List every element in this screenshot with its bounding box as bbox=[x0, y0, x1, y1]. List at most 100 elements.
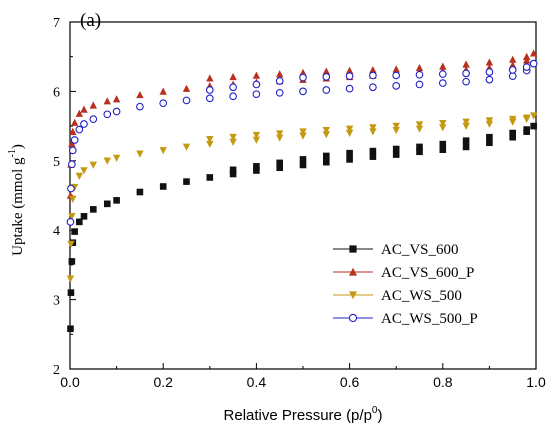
data-point bbox=[323, 158, 330, 166]
data-point bbox=[275, 77, 284, 85]
data-point bbox=[345, 66, 354, 74]
data-point bbox=[462, 77, 470, 86]
data-point bbox=[75, 172, 84, 180]
data-point bbox=[252, 90, 261, 99]
data-point bbox=[253, 167, 260, 174]
data-point bbox=[392, 71, 401, 80]
data-point bbox=[75, 125, 84, 134]
data-point bbox=[206, 135, 214, 144]
y-tick-label: 4 bbox=[53, 224, 60, 239]
data-point bbox=[369, 124, 377, 132]
data-point bbox=[276, 130, 284, 138]
data-point bbox=[229, 92, 237, 101]
data-point bbox=[112, 107, 121, 116]
legend-item: AC_WS_500 bbox=[333, 288, 462, 304]
data-point bbox=[416, 143, 423, 151]
data-point bbox=[345, 72, 354, 80]
legend-item: AC_WS_500_P bbox=[333, 311, 478, 327]
data-point bbox=[369, 153, 377, 160]
data-point bbox=[68, 213, 76, 221]
data-point bbox=[159, 99, 168, 108]
data-point bbox=[369, 83, 377, 92]
data-point bbox=[416, 148, 423, 156]
data-point bbox=[439, 140, 447, 148]
data-point bbox=[529, 112, 538, 120]
data-point bbox=[159, 183, 167, 190]
data-point bbox=[275, 88, 284, 97]
data-point bbox=[349, 291, 357, 300]
data-point bbox=[392, 126, 400, 135]
y-tick-label: 6 bbox=[53, 85, 60, 100]
data-point bbox=[103, 200, 111, 208]
x-tick-label: 0.4 bbox=[247, 374, 267, 390]
data-point bbox=[229, 83, 237, 92]
data-point bbox=[299, 156, 307, 163]
data-point bbox=[80, 120, 88, 128]
data-point bbox=[252, 131, 261, 140]
data-point bbox=[523, 126, 530, 133]
data-point bbox=[462, 122, 470, 130]
data-point bbox=[439, 120, 447, 128]
data-point bbox=[322, 67, 330, 75]
data-point bbox=[509, 55, 517, 63]
data-point bbox=[415, 121, 424, 129]
data-point bbox=[70, 136, 79, 144]
y-tick-label: 3 bbox=[53, 294, 60, 309]
data-point bbox=[509, 129, 516, 137]
data-point bbox=[323, 152, 330, 160]
x-tick-label: 0.6 bbox=[340, 374, 360, 390]
data-point bbox=[68, 160, 76, 169]
data-point bbox=[415, 63, 424, 72]
legend-label: AC_WS_500_P bbox=[381, 311, 478, 327]
y-axis-label: Uptake (mmol g-1) bbox=[7, 144, 26, 256]
data-point bbox=[112, 95, 121, 103]
data-point bbox=[509, 133, 516, 141]
data-point bbox=[183, 178, 190, 185]
data-point bbox=[346, 149, 353, 157]
legend-label: AC_VS_600 bbox=[381, 242, 459, 258]
data-point bbox=[182, 96, 191, 105]
data-point bbox=[229, 72, 237, 81]
data-point bbox=[229, 166, 237, 174]
data-point bbox=[529, 59, 538, 68]
legend-label: AC_WS_500 bbox=[381, 288, 462, 304]
data-point bbox=[299, 132, 307, 140]
data-point bbox=[68, 258, 76, 265]
data-point bbox=[276, 164, 283, 172]
data-point bbox=[136, 188, 144, 196]
y-tick-label: 5 bbox=[53, 155, 60, 170]
legend: AC_VS_600 AC_VS_600_P AC_WS_500 AC_WS_500_P bbox=[333, 242, 478, 327]
data-point bbox=[369, 128, 377, 136]
data-point bbox=[229, 133, 237, 142]
x-tick-label: 0.8 bbox=[433, 374, 453, 390]
data-point bbox=[252, 80, 261, 89]
data-point bbox=[159, 147, 167, 155]
data-point bbox=[485, 68, 494, 76]
data-point bbox=[206, 140, 214, 149]
data-point bbox=[322, 131, 330, 139]
data-point bbox=[486, 139, 493, 147]
data-point bbox=[345, 84, 354, 93]
data-point bbox=[89, 115, 98, 124]
data-point bbox=[299, 161, 307, 169]
data-point bbox=[136, 90, 144, 99]
data-point bbox=[462, 69, 470, 78]
data-point bbox=[68, 146, 77, 155]
data-point bbox=[462, 118, 470, 126]
x-tick-label: 1.0 bbox=[526, 374, 546, 390]
data-point bbox=[136, 102, 144, 111]
data-point bbox=[67, 289, 75, 296]
data-point bbox=[392, 145, 400, 153]
data-point bbox=[346, 156, 353, 163]
data-point bbox=[80, 105, 88, 113]
data-point bbox=[103, 110, 112, 119]
data-point bbox=[205, 94, 214, 103]
data-point bbox=[299, 73, 307, 82]
data-point bbox=[415, 70, 424, 79]
data-point bbox=[322, 126, 330, 135]
data-point bbox=[522, 63, 531, 71]
panel-label: (a) bbox=[80, 10, 101, 31]
data-point bbox=[80, 213, 88, 220]
x-tick-label: 0.0 bbox=[60, 374, 80, 390]
data-point bbox=[369, 65, 377, 74]
